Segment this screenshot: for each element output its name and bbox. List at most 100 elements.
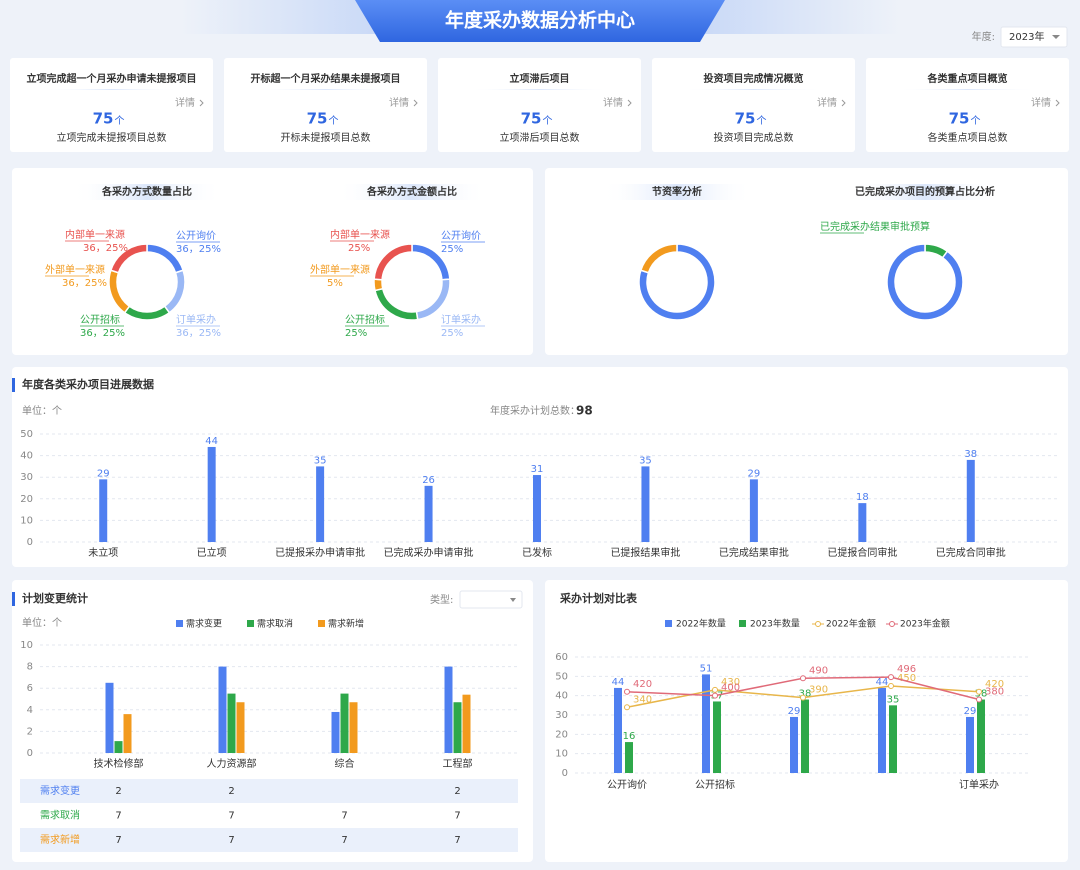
segment-value: 5% [327, 278, 343, 289]
y-tick-label: 4 [27, 705, 33, 716]
detail-link[interactable]: 详情 [817, 96, 837, 109]
bar [533, 475, 541, 542]
type-select[interactable] [459, 590, 523, 609]
table-cell: 7 [115, 811, 121, 822]
card-title: 立项完成超一个月采办申请未提报项目 [27, 72, 197, 85]
y-tick-label: 40 [20, 451, 33, 462]
detail-link[interactable]: 详情 [389, 96, 409, 109]
year-label: 年度: [972, 30, 995, 43]
donut-segment [886, 243, 964, 321]
table-cell: 2 [228, 786, 234, 797]
card-value: 75 [949, 110, 970, 128]
y-tick-label: 0 [562, 768, 568, 779]
data-label: 380 [985, 687, 1004, 698]
x-tick-label: 公开询价 [607, 778, 647, 791]
line-point [888, 683, 894, 689]
card-value: 75 [307, 110, 328, 128]
segment-label: 外部单一来源 [45, 263, 105, 276]
y-tick-label: 60 [555, 652, 568, 663]
bar [105, 682, 114, 753]
segment-label: 内部单一来源 [65, 228, 125, 241]
data-label: 496 [897, 664, 916, 675]
table-cell: 7 [341, 811, 347, 822]
chevron [199, 99, 204, 107]
row-label: 需求变更 [40, 784, 80, 797]
line-point [624, 704, 630, 711]
card [438, 58, 641, 152]
x-tick-label: 综合 [335, 757, 355, 770]
legend-label: 2022年数量 [676, 618, 726, 630]
line-point [712, 686, 718, 693]
segment-value: 25% [348, 243, 370, 254]
bar [424, 485, 433, 542]
card-caption: 立项滞后项目总数 [500, 131, 580, 144]
data-label: 44 [205, 436, 218, 447]
segment-label: 已完成采办结果审批预算 [820, 220, 930, 233]
data-label: 420 [985, 679, 1004, 690]
bar [114, 741, 123, 753]
data-label: 31 [531, 464, 544, 475]
card-value: 75 [93, 110, 114, 128]
segment-label: 公开招标 [80, 313, 120, 326]
data-label: 26 [422, 475, 435, 486]
panel-title-bar [12, 592, 15, 606]
table-cell: 7 [341, 835, 347, 846]
y-tick-label: 30 [20, 472, 33, 483]
panel-title: 采办计划对比表 [559, 591, 638, 605]
x-tick-label: 公开招标 [695, 778, 735, 791]
table-cell: 2 [454, 786, 460, 797]
bar [123, 714, 132, 753]
x-tick-label: 工程部 [443, 757, 473, 770]
line-point [712, 692, 718, 699]
legend-swatch [889, 621, 895, 627]
y-tick-label: 50 [20, 429, 33, 440]
x-tick-label: 人力资源部 [207, 757, 257, 770]
title-bg [72, 184, 222, 200]
segment-value: 25% [441, 328, 463, 339]
data-label: 38 [964, 449, 977, 460]
card-unit: 个 [757, 115, 767, 127]
y-tick-label: 2 [27, 726, 33, 737]
detail-link[interactable]: 详情 [603, 96, 623, 109]
data-label: 29 [97, 468, 110, 479]
data-label: 340 [633, 694, 652, 705]
bar [858, 503, 867, 542]
segment-label: 公开询价 [176, 229, 216, 242]
segment-value: 25% [441, 244, 463, 255]
data-label: 16 [623, 731, 636, 742]
filter-label: 类型: [430, 593, 453, 606]
legend-label: 2023年金额 [900, 618, 950, 630]
bar [641, 466, 650, 542]
title-underline [255, 89, 396, 90]
card-caption: 各类重点项目总数 [928, 131, 1008, 144]
y-tick-label: 0 [27, 748, 33, 759]
segment-label: 公开询价 [441, 229, 481, 242]
detail-link[interactable]: 详情 [1031, 96, 1051, 109]
bar [462, 694, 471, 753]
segment-label: 外部单一来源 [310, 263, 370, 276]
bar [207, 446, 216, 542]
page-title: 年度采办数据分析中心 [445, 9, 635, 32]
bar [99, 479, 108, 542]
legend-label: 2023年数量 [750, 618, 800, 630]
x-tick-label: 已完成结果审批 [719, 546, 789, 559]
data-label: 44 [876, 677, 889, 688]
card-unit: 个 [543, 115, 553, 127]
year-select[interactable] [1000, 26, 1068, 48]
table-cell: 7 [454, 811, 460, 822]
panel-title: 年度各类采办项目进展数据 [22, 377, 154, 391]
detail-link[interactable]: 详情 [175, 96, 195, 109]
segment-value: 36，25% [176, 244, 221, 255]
x-tick-label: 已完成合同审批 [936, 546, 1006, 559]
segment-value: 36，25% [83, 243, 128, 254]
bar [453, 702, 462, 753]
card-title: 立项滞后项目 [510, 72, 570, 85]
data-label: 18 [856, 492, 869, 503]
data-label: 490 [809, 665, 828, 676]
legend-swatch [318, 620, 325, 627]
bar [227, 693, 236, 753]
table-row [20, 803, 518, 828]
legend-label: 需求取消 [257, 618, 293, 630]
chevron [841, 99, 846, 107]
